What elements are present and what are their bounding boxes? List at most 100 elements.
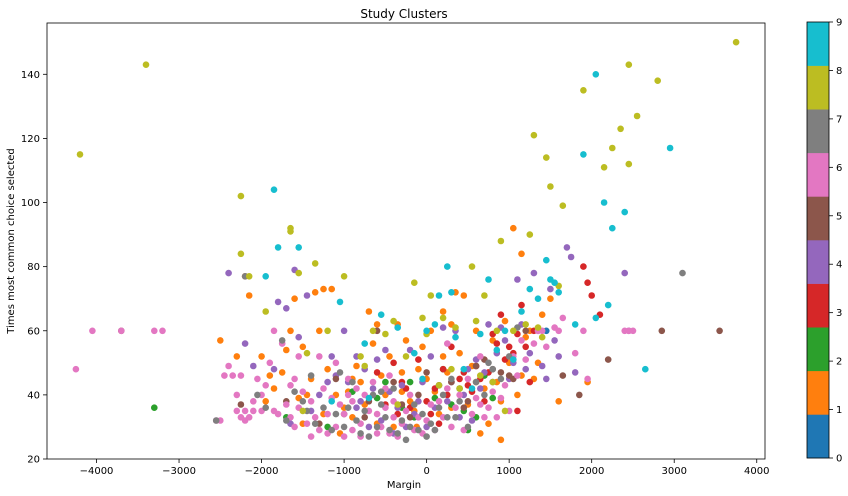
colorbar-tick-label: 3 bbox=[836, 308, 842, 319]
data-point-cluster-6 bbox=[402, 407, 410, 415]
data-point-cluster-8 bbox=[497, 237, 505, 245]
data-point-cluster-9 bbox=[621, 208, 628, 216]
data-point-cluster-3 bbox=[522, 343, 529, 351]
data-point-cluster-2 bbox=[489, 394, 497, 402]
data-point-cluster-4 bbox=[398, 382, 406, 389]
data-point-cluster-6 bbox=[571, 349, 579, 357]
data-point-cluster-8 bbox=[142, 61, 150, 68]
data-point-cluster-7 bbox=[283, 417, 290, 424]
data-point-cluster-7 bbox=[278, 337, 286, 344]
data-point-cluster-8 bbox=[76, 151, 84, 158]
data-point-cluster-3 bbox=[493, 340, 501, 347]
data-point-cluster-8 bbox=[262, 308, 270, 315]
data-point-cluster-5 bbox=[415, 391, 422, 399]
data-point-cluster-6 bbox=[295, 353, 303, 360]
data-point-cluster-9 bbox=[534, 295, 542, 303]
data-point-cluster-6 bbox=[353, 385, 360, 392]
y-tick-label: 120 bbox=[21, 134, 40, 145]
data-point-cluster-1 bbox=[460, 292, 468, 299]
data-point-cluster-6 bbox=[456, 391, 463, 399]
data-point-cluster-9 bbox=[394, 324, 402, 331]
data-point-cluster-6 bbox=[468, 410, 476, 418]
data-point-cluster-7 bbox=[431, 426, 439, 434]
data-point-cluster-5 bbox=[361, 414, 369, 421]
data-point-cluster-6 bbox=[477, 353, 484, 360]
y-tick-label: 100 bbox=[21, 198, 40, 209]
data-point-cluster-1 bbox=[402, 337, 410, 344]
data-point-cluster-4 bbox=[514, 276, 521, 283]
data-point-cluster-3 bbox=[518, 301, 525, 309]
data-point-cluster-9 bbox=[444, 263, 451, 270]
x-axis: −4000 −3000 −2000 −1000 0 1000 2000 3000 4000 bbox=[80, 459, 769, 477]
data-point-cluster-8 bbox=[580, 87, 587, 94]
data-point-cluster-6 bbox=[344, 391, 352, 399]
data-point-cluster-1 bbox=[324, 365, 331, 373]
data-point-cluster-8 bbox=[501, 407, 509, 415]
data-point-cluster-8 bbox=[237, 250, 245, 258]
data-point-cluster-8 bbox=[633, 112, 641, 120]
data-point-cluster-7 bbox=[444, 414, 451, 421]
data-point-cluster-6 bbox=[299, 388, 307, 396]
data-point-cluster-4 bbox=[621, 269, 628, 277]
data-point-cluster-4 bbox=[303, 292, 311, 299]
data-point-cluster-5 bbox=[576, 391, 583, 399]
data-point-cluster-9 bbox=[262, 273, 270, 280]
data-point-cluster-6 bbox=[472, 394, 480, 402]
data-point-cluster-7 bbox=[406, 423, 414, 431]
data-point-cluster-9 bbox=[526, 285, 534, 293]
data-point-cluster-1 bbox=[373, 321, 381, 328]
data-point-cluster-4 bbox=[444, 398, 451, 405]
data-point-cluster-8 bbox=[543, 154, 550, 161]
data-point-cluster-7 bbox=[448, 375, 455, 383]
data-point-cluster-8 bbox=[237, 192, 245, 200]
plot-area bbox=[46, 22, 766, 460]
data-point-cluster-3 bbox=[390, 359, 397, 367]
data-point-cluster-4 bbox=[270, 365, 278, 373]
data-point-cluster-1 bbox=[538, 311, 546, 319]
data-point-cluster-1 bbox=[320, 285, 327, 293]
data-point-cluster-8 bbox=[311, 260, 319, 267]
data-point-cluster-6 bbox=[291, 423, 298, 431]
data-point-cluster-8 bbox=[547, 183, 554, 190]
data-point-cluster-1 bbox=[497, 436, 505, 444]
data-point-cluster-6 bbox=[316, 353, 323, 360]
data-point-cluster-6 bbox=[373, 430, 381, 437]
data-point-cluster-6 bbox=[477, 401, 484, 408]
data-point-cluster-6 bbox=[283, 401, 290, 408]
data-point-cluster-9 bbox=[431, 321, 439, 328]
data-point-cluster-6 bbox=[332, 359, 340, 367]
data-point-cluster-8 bbox=[411, 279, 418, 287]
data-point-cluster-1 bbox=[485, 420, 492, 428]
data-point-cluster-6 bbox=[340, 410, 348, 418]
x-tick-label: 0 bbox=[423, 466, 429, 477]
data-point-cluster-6 bbox=[250, 398, 257, 405]
data-point-cluster-3 bbox=[588, 292, 595, 299]
data-point-cluster-4 bbox=[357, 398, 364, 405]
data-point-cluster-1 bbox=[518, 250, 525, 258]
data-point-cluster-6 bbox=[245, 414, 253, 421]
data-point-cluster-6 bbox=[287, 382, 294, 389]
data-point-cluster-7 bbox=[332, 410, 340, 418]
data-point-cluster-4 bbox=[353, 404, 360, 412]
data-point-cluster-4 bbox=[538, 362, 546, 370]
data-point-cluster-4 bbox=[382, 346, 389, 354]
data-point-cluster-6 bbox=[307, 398, 315, 405]
colorbar-tick-label: 0 bbox=[836, 454, 842, 465]
data-point-cluster-7 bbox=[344, 404, 352, 412]
data-point-cluster-8 bbox=[340, 273, 348, 280]
data-point-cluster-7 bbox=[299, 398, 307, 405]
data-point-cluster-6 bbox=[159, 327, 166, 335]
colorbar-tick-label: 5 bbox=[836, 211, 842, 222]
data-point-cluster-6 bbox=[72, 365, 80, 373]
data-point-cluster-8 bbox=[394, 401, 402, 408]
data-point-cluster-6 bbox=[349, 426, 356, 434]
data-point-cluster-8 bbox=[617, 125, 624, 133]
data-point-cluster-9 bbox=[377, 311, 385, 319]
data-point-cluster-9 bbox=[460, 365, 468, 373]
data-point-cluster-6 bbox=[324, 410, 331, 418]
data-point-cluster-7 bbox=[464, 423, 472, 431]
data-point-cluster-8 bbox=[299, 407, 307, 415]
colorbar-segment bbox=[807, 370, 829, 415]
data-point-cluster-6 bbox=[307, 433, 315, 440]
colorbar-segment bbox=[807, 327, 829, 372]
